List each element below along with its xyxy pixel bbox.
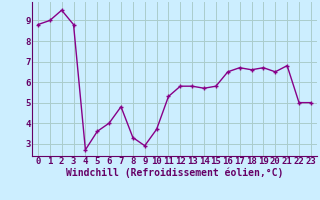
X-axis label: Windchill (Refroidissement éolien,°C): Windchill (Refroidissement éolien,°C) xyxy=(66,168,283,178)
